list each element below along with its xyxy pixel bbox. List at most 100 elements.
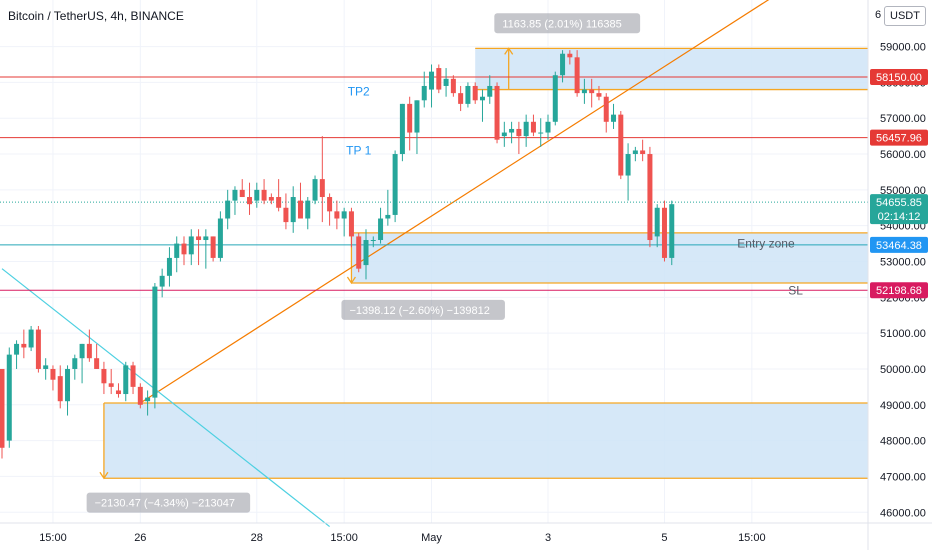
candle-body — [378, 218, 384, 241]
candle-body — [530, 121, 536, 133]
annotations: TP2 TP 1 Entry zone SL 1163.85 (2.01%) 11638… — [86, 13, 803, 513]
candle-body — [305, 200, 311, 219]
price-axis-labels: 58150.00 56457.96 54655.85 02:14:12 53464.38… — [870, 69, 928, 299]
candle-body — [450, 78, 456, 94]
entry-price-tag — [870, 236, 928, 253]
candle-body — [94, 358, 100, 369]
candle-body — [472, 85, 478, 101]
trend-lines — [1, 0, 770, 528]
y-tick-label: 49000.00 — [880, 400, 926, 412]
x-tick-label: May — [421, 532, 442, 544]
candle-body — [72, 358, 78, 369]
candle-body — [654, 207, 660, 237]
candle-body — [356, 236, 362, 269]
candle-body — [225, 200, 231, 219]
measure-label-box — [341, 299, 505, 320]
candle-body — [560, 53, 566, 76]
candle-body — [79, 343, 85, 359]
candle-body — [203, 236, 209, 241]
candle-body — [596, 93, 602, 97]
red-price-tag-label: 56457.96 — [876, 133, 922, 145]
candle-body — [632, 150, 638, 155]
current-price-tag — [870, 194, 928, 225]
annotation-label: Entry zone — [737, 237, 795, 251]
range-zones — [99, 47, 869, 480]
candle-body — [0, 368, 5, 448]
candle-body — [479, 96, 485, 101]
y-tick-label: 56000.00 — [880, 149, 926, 161]
candle-body — [538, 132, 544, 134]
candle-body — [115, 390, 121, 395]
candle-body — [152, 286, 158, 398]
candle-body — [625, 154, 631, 176]
chart-title: Bitcoin / TetherUS, 4h, BINANCE — [8, 9, 184, 23]
candle-body — [487, 85, 493, 97]
candle-body — [137, 386, 143, 405]
candle-body — [414, 100, 420, 133]
candle-body — [618, 114, 624, 176]
annotation-label: TP 1 — [346, 143, 371, 157]
candle-body — [661, 207, 667, 258]
measure-label: −2130.47 (−4.34%) −213047 — [95, 498, 235, 510]
measure-label: 1163.85 (2.01%) 116385 — [502, 18, 621, 30]
ascending-trend-line — [139, 0, 770, 404]
candle-body — [210, 236, 216, 258]
annotation-label: SL — [788, 284, 803, 298]
time-axis[interactable]: 15:00 26 28 15:00 May 3 5 15:00 — [39, 532, 765, 544]
sl-price-tag-label: 52198.68 — [876, 285, 922, 297]
measure-label-box — [494, 13, 641, 34]
candle-body — [283, 207, 289, 223]
candle-body — [123, 365, 129, 395]
y-tick-label: 48000.00 — [880, 436, 926, 448]
measure-label: −1398.12 (−2.60%) −139812 — [349, 305, 489, 317]
y-tick-label: 53000.00 — [880, 257, 926, 269]
candle-body — [443, 78, 449, 86]
candle-body — [458, 93, 464, 104]
candle-body — [166, 257, 172, 276]
x-tick-label: 15:00 — [738, 532, 766, 544]
candle-body — [334, 211, 340, 219]
candle-body — [268, 197, 274, 201]
range-zone-fill — [351, 232, 868, 283]
candle-body — [370, 240, 376, 242]
axis-tick-clipped: 6 — [875, 9, 882, 21]
candle-body — [297, 200, 303, 219]
range-arrow-head — [99, 471, 109, 480]
currency-unit-button[interactable]: USDT — [884, 6, 926, 26]
red-price-tag — [870, 129, 928, 146]
range-arrow-head — [504, 47, 514, 55]
candle-body — [254, 189, 260, 201]
x-tick-label: 15:00 — [39, 532, 67, 544]
candle-body — [429, 71, 435, 90]
candle-body — [174, 243, 180, 258]
candle-body — [363, 240, 369, 266]
candle-body — [50, 368, 56, 380]
measure-label-box — [86, 492, 251, 513]
candle-body — [581, 89, 587, 94]
candle-body — [516, 128, 522, 137]
price-axis[interactable]: 46000.00 47000.00 48000.00 49000.00 50000.00… — [880, 42, 926, 520]
candle-body — [669, 204, 675, 258]
y-tick-label: 57000.00 — [880, 113, 926, 125]
candle-body — [341, 211, 347, 219]
candle-body — [327, 197, 333, 212]
descending-trend-line — [1, 268, 330, 528]
red-price-tag — [870, 69, 928, 86]
candle-body — [86, 343, 92, 359]
candle-body — [145, 397, 151, 402]
candle-body — [276, 197, 282, 208]
range-arrow-head — [346, 276, 356, 285]
x-tick-label: 26 — [134, 532, 146, 544]
candle-body — [57, 376, 63, 402]
candle-body — [232, 189, 238, 201]
candle-body — [399, 103, 405, 155]
candlesticks — [0, 50, 675, 459]
candle-body — [640, 150, 646, 155]
candle-body — [611, 114, 617, 122]
candle-body — [421, 85, 427, 101]
y-tick-label: 59000.00 — [880, 42, 926, 54]
annotation-label: TP2 — [348, 84, 370, 98]
sl-price-tag — [870, 282, 928, 299]
candle-body — [14, 343, 20, 355]
